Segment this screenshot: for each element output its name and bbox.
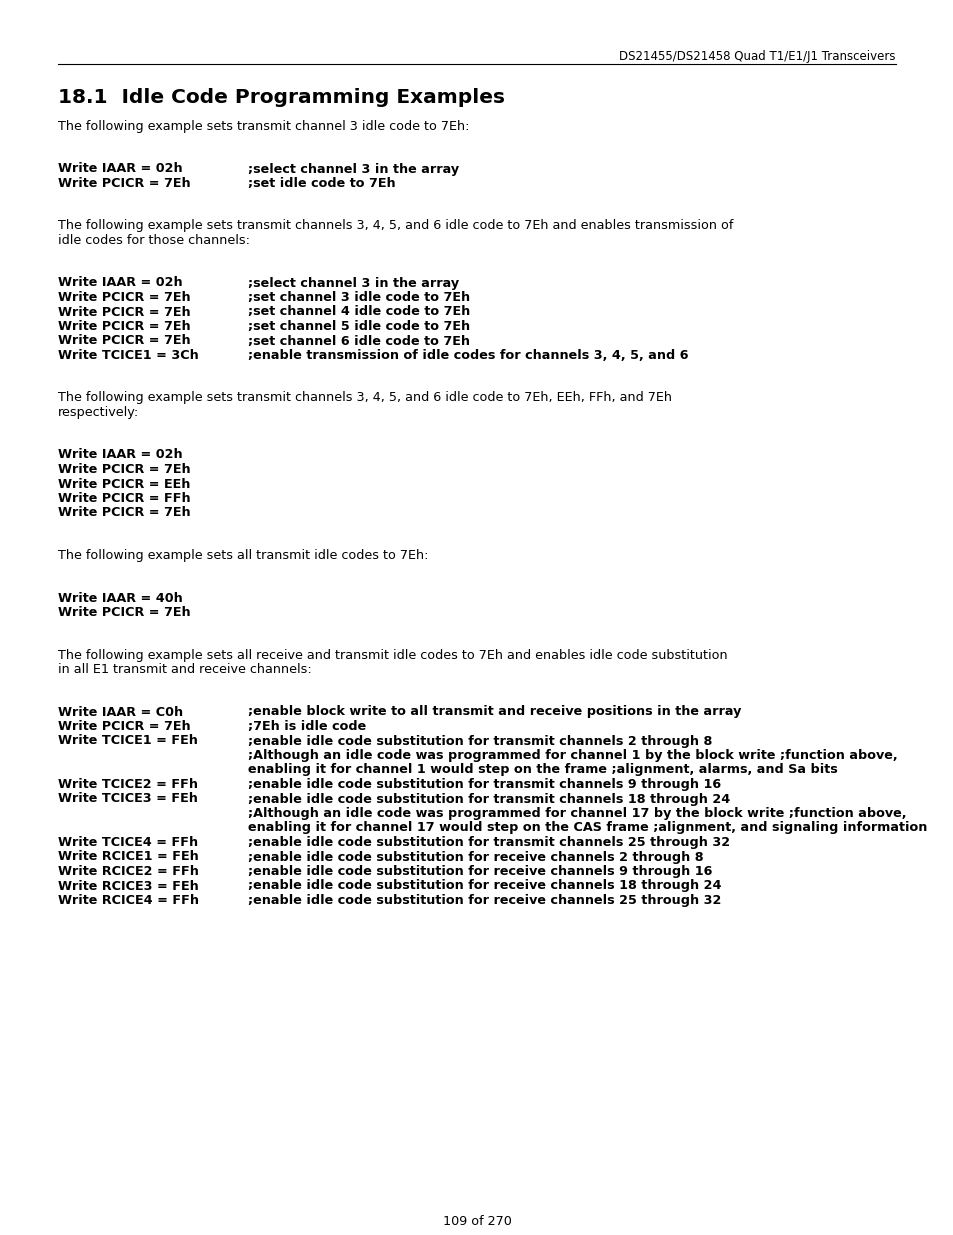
Text: Write IAAR = 02h: Write IAAR = 02h bbox=[58, 277, 182, 289]
Text: ;enable idle code substitution for transmit channels 9 through 16: ;enable idle code substitution for trans… bbox=[248, 778, 720, 790]
Text: ;enable idle code substitution for receive channels 9 through 16: ;enable idle code substitution for recei… bbox=[248, 864, 712, 878]
Text: Write PCICR = EEh: Write PCICR = EEh bbox=[58, 478, 191, 490]
Text: Write RCICE2 = FFh: Write RCICE2 = FFh bbox=[58, 864, 198, 878]
Text: Write RCICE4 = FFh: Write RCICE4 = FFh bbox=[58, 894, 199, 906]
Text: Write PCICR = 7Eh: Write PCICR = 7Eh bbox=[58, 320, 191, 333]
Text: ;enable idle code substitution for transmit channels 25 through 32: ;enable idle code substitution for trans… bbox=[248, 836, 729, 848]
Text: Write PCICR = 7Eh: Write PCICR = 7Eh bbox=[58, 506, 191, 520]
Text: ;select channel 3 in the array: ;select channel 3 in the array bbox=[248, 277, 458, 289]
Text: Write TCICE1 = FEh: Write TCICE1 = FEh bbox=[58, 735, 197, 747]
Text: Write RCICE3 = FEh: Write RCICE3 = FEh bbox=[58, 879, 198, 893]
Text: Write PCICR = FFh: Write PCICR = FFh bbox=[58, 492, 191, 505]
Text: ;select channel 3 in the array: ;select channel 3 in the array bbox=[248, 163, 458, 175]
Text: Write IAAR = 02h: Write IAAR = 02h bbox=[58, 163, 182, 175]
Text: ;enable idle code substitution for receive channels 2 through 8: ;enable idle code substitution for recei… bbox=[248, 851, 703, 863]
Text: ;set channel 3 idle code to 7Eh: ;set channel 3 idle code to 7Eh bbox=[248, 291, 470, 304]
Text: ;enable idle code substitution for receive channels 25 through 32: ;enable idle code substitution for recei… bbox=[248, 894, 720, 906]
Text: ;set channel 5 idle code to 7Eh: ;set channel 5 idle code to 7Eh bbox=[248, 320, 470, 333]
Text: DS21455/DS21458 Quad T1/E1/J1 Transceivers: DS21455/DS21458 Quad T1/E1/J1 Transceive… bbox=[618, 49, 895, 63]
Text: ;set channel 4 idle code to 7Eh: ;set channel 4 idle code to 7Eh bbox=[248, 305, 470, 319]
Text: Write TCICE2 = FFh: Write TCICE2 = FFh bbox=[58, 778, 198, 790]
Text: Write IAAR = 40h: Write IAAR = 40h bbox=[58, 592, 183, 604]
Text: ;enable transmission of idle codes for channels 3, 4, 5, and 6: ;enable transmission of idle codes for c… bbox=[248, 350, 688, 362]
Text: idle codes for those channels:: idle codes for those channels: bbox=[58, 233, 250, 247]
Text: Write IAAR = C0h: Write IAAR = C0h bbox=[58, 705, 183, 719]
Text: respectively:: respectively: bbox=[58, 406, 139, 419]
Text: Write RCICE1 = FEh: Write RCICE1 = FEh bbox=[58, 851, 198, 863]
Text: Write TCICE4 = FFh: Write TCICE4 = FFh bbox=[58, 836, 198, 848]
Text: 18.1  Idle Code Programming Examples: 18.1 Idle Code Programming Examples bbox=[58, 88, 504, 107]
Text: ;7Eh is idle code: ;7Eh is idle code bbox=[248, 720, 366, 734]
Text: The following example sets all receive and transmit idle codes to 7Eh and enable: The following example sets all receive a… bbox=[58, 648, 727, 662]
Text: The following example sets transmit channels 3, 4, 5, and 6 idle code to 7Eh, EE: The following example sets transmit chan… bbox=[58, 391, 671, 405]
Text: The following example sets all transmit idle codes to 7Eh:: The following example sets all transmit … bbox=[58, 550, 428, 562]
Text: ;enable block write to all transmit and receive positions in the array: ;enable block write to all transmit and … bbox=[248, 705, 740, 719]
Text: ;set idle code to 7Eh: ;set idle code to 7Eh bbox=[248, 177, 395, 190]
Text: Write PCICR = 7Eh: Write PCICR = 7Eh bbox=[58, 463, 191, 475]
Text: Write TCICE3 = FEh: Write TCICE3 = FEh bbox=[58, 793, 197, 805]
Text: ;set channel 6 idle code to 7Eh: ;set channel 6 idle code to 7Eh bbox=[248, 335, 470, 347]
Text: Write PCICR = 7Eh: Write PCICR = 7Eh bbox=[58, 305, 191, 319]
Text: ;enable idle code substitution for transmit channels 18 through 24: ;enable idle code substitution for trans… bbox=[248, 793, 729, 805]
Text: The following example sets transmit channels 3, 4, 5, and 6 idle code to 7Eh and: The following example sets transmit chan… bbox=[58, 220, 733, 232]
Text: ;Although an idle code was programmed for channel 1 by the block write ;function: ;Although an idle code was programmed fo… bbox=[248, 748, 897, 762]
Text: enabling it for channel 1 would step on the frame ;alignment, alarms, and Sa bit: enabling it for channel 1 would step on … bbox=[248, 763, 837, 777]
Text: in all E1 transmit and receive channels:: in all E1 transmit and receive channels: bbox=[58, 663, 312, 676]
Text: ;enable idle code substitution for receive channels 18 through 24: ;enable idle code substitution for recei… bbox=[248, 879, 720, 893]
Text: Write IAAR = 02h: Write IAAR = 02h bbox=[58, 448, 182, 462]
Text: Write PCICR = 7Eh: Write PCICR = 7Eh bbox=[58, 335, 191, 347]
Text: The following example sets transmit channel 3 idle code to 7Eh:: The following example sets transmit chan… bbox=[58, 120, 469, 133]
Text: Write PCICR = 7Eh: Write PCICR = 7Eh bbox=[58, 291, 191, 304]
Text: Write PCICR = 7Eh: Write PCICR = 7Eh bbox=[58, 720, 191, 734]
Text: Write TCICE1 = 3Ch: Write TCICE1 = 3Ch bbox=[58, 350, 198, 362]
Text: Write PCICR = 7Eh: Write PCICR = 7Eh bbox=[58, 606, 191, 619]
Text: Write PCICR = 7Eh: Write PCICR = 7Eh bbox=[58, 177, 191, 190]
Text: ;enable idle code substitution for transmit channels 2 through 8: ;enable idle code substitution for trans… bbox=[248, 735, 712, 747]
Text: enabling it for channel 17 would step on the CAS frame ;alignment, and signaling: enabling it for channel 17 would step on… bbox=[248, 821, 926, 835]
Text: 109 of 270: 109 of 270 bbox=[442, 1215, 511, 1228]
Text: ;Although an idle code was programmed for channel 17 by the block write ;functio: ;Although an idle code was programmed fo… bbox=[248, 806, 905, 820]
